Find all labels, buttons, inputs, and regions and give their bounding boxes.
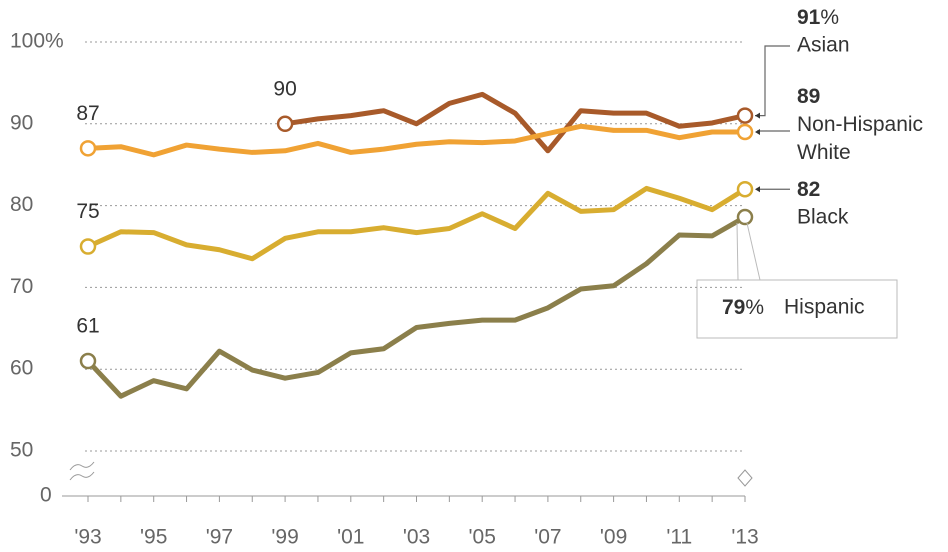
x-tick-label: '11 [666, 526, 692, 549]
x-tick-label: '05 [469, 526, 496, 549]
x-tick-label: '07 [534, 526, 561, 549]
start-label: 75 [76, 200, 99, 223]
x-tick-label: '01 [337, 526, 364, 549]
series-name: Asian [797, 34, 850, 57]
series-line [86, 185, 747, 262]
point-marker [79, 238, 97, 255]
axis-break [69, 461, 95, 481]
point-marker [79, 140, 97, 157]
label-number: 79 [722, 296, 745, 319]
end-label: 89 [797, 85, 820, 108]
y-tick-label: 60 [10, 357, 33, 380]
point-marker [276, 115, 294, 133]
series-name: Hispanic [784, 296, 865, 319]
point-marker [79, 352, 97, 370]
callout-pointer [736, 222, 761, 281]
series-line [284, 91, 746, 154]
label-unit: % [820, 6, 839, 29]
start-label: 61 [76, 315, 99, 338]
x-tick-label: '03 [403, 526, 430, 549]
y-tick-label: 70 [10, 275, 33, 298]
end-label: 91% [797, 6, 839, 29]
x-tick-label: '09 [600, 526, 627, 549]
series-name: Black [797, 206, 849, 229]
point-marker [736, 123, 754, 141]
x-tick-label: '97 [206, 526, 233, 549]
x-tick-label: '13 [731, 526, 758, 549]
label-number: 89 [797, 85, 820, 108]
y-tick-label: 0 [40, 484, 52, 507]
x-tick-label: '99 [271, 526, 298, 549]
name-line: Non-Hispanic [797, 113, 923, 136]
series-line [86, 214, 747, 399]
x-tick-label: '93 [74, 526, 101, 549]
connector-arrow [755, 186, 760, 193]
axis-break [737, 469, 753, 487]
series-line [87, 123, 745, 158]
label-number: 91 [797, 6, 821, 29]
connector-arrow [755, 112, 760, 119]
label-unit: % [745, 296, 764, 319]
label-connector [755, 45, 790, 117]
point-marker [736, 180, 754, 198]
series-name: Non-Hispanic White [797, 113, 923, 164]
point-marker [736, 107, 754, 124]
y-tick-label: 90 [10, 111, 33, 134]
y-tick-label: 50 [10, 439, 33, 462]
connector-arrow [755, 128, 760, 135]
end-label: 79% [722, 296, 764, 319]
start-label: 90 [273, 77, 296, 100]
x-tick-label: '95 [140, 526, 167, 549]
y-tick-label: 100% [10, 30, 64, 53]
start-label: 87 [76, 102, 99, 125]
label-number: 82 [797, 178, 820, 201]
end-label: 82 [797, 178, 820, 201]
name-line: White [797, 141, 851, 164]
callout-box [696, 279, 898, 339]
point-marker [736, 208, 754, 226]
y-tick-label: 80 [10, 193, 33, 216]
